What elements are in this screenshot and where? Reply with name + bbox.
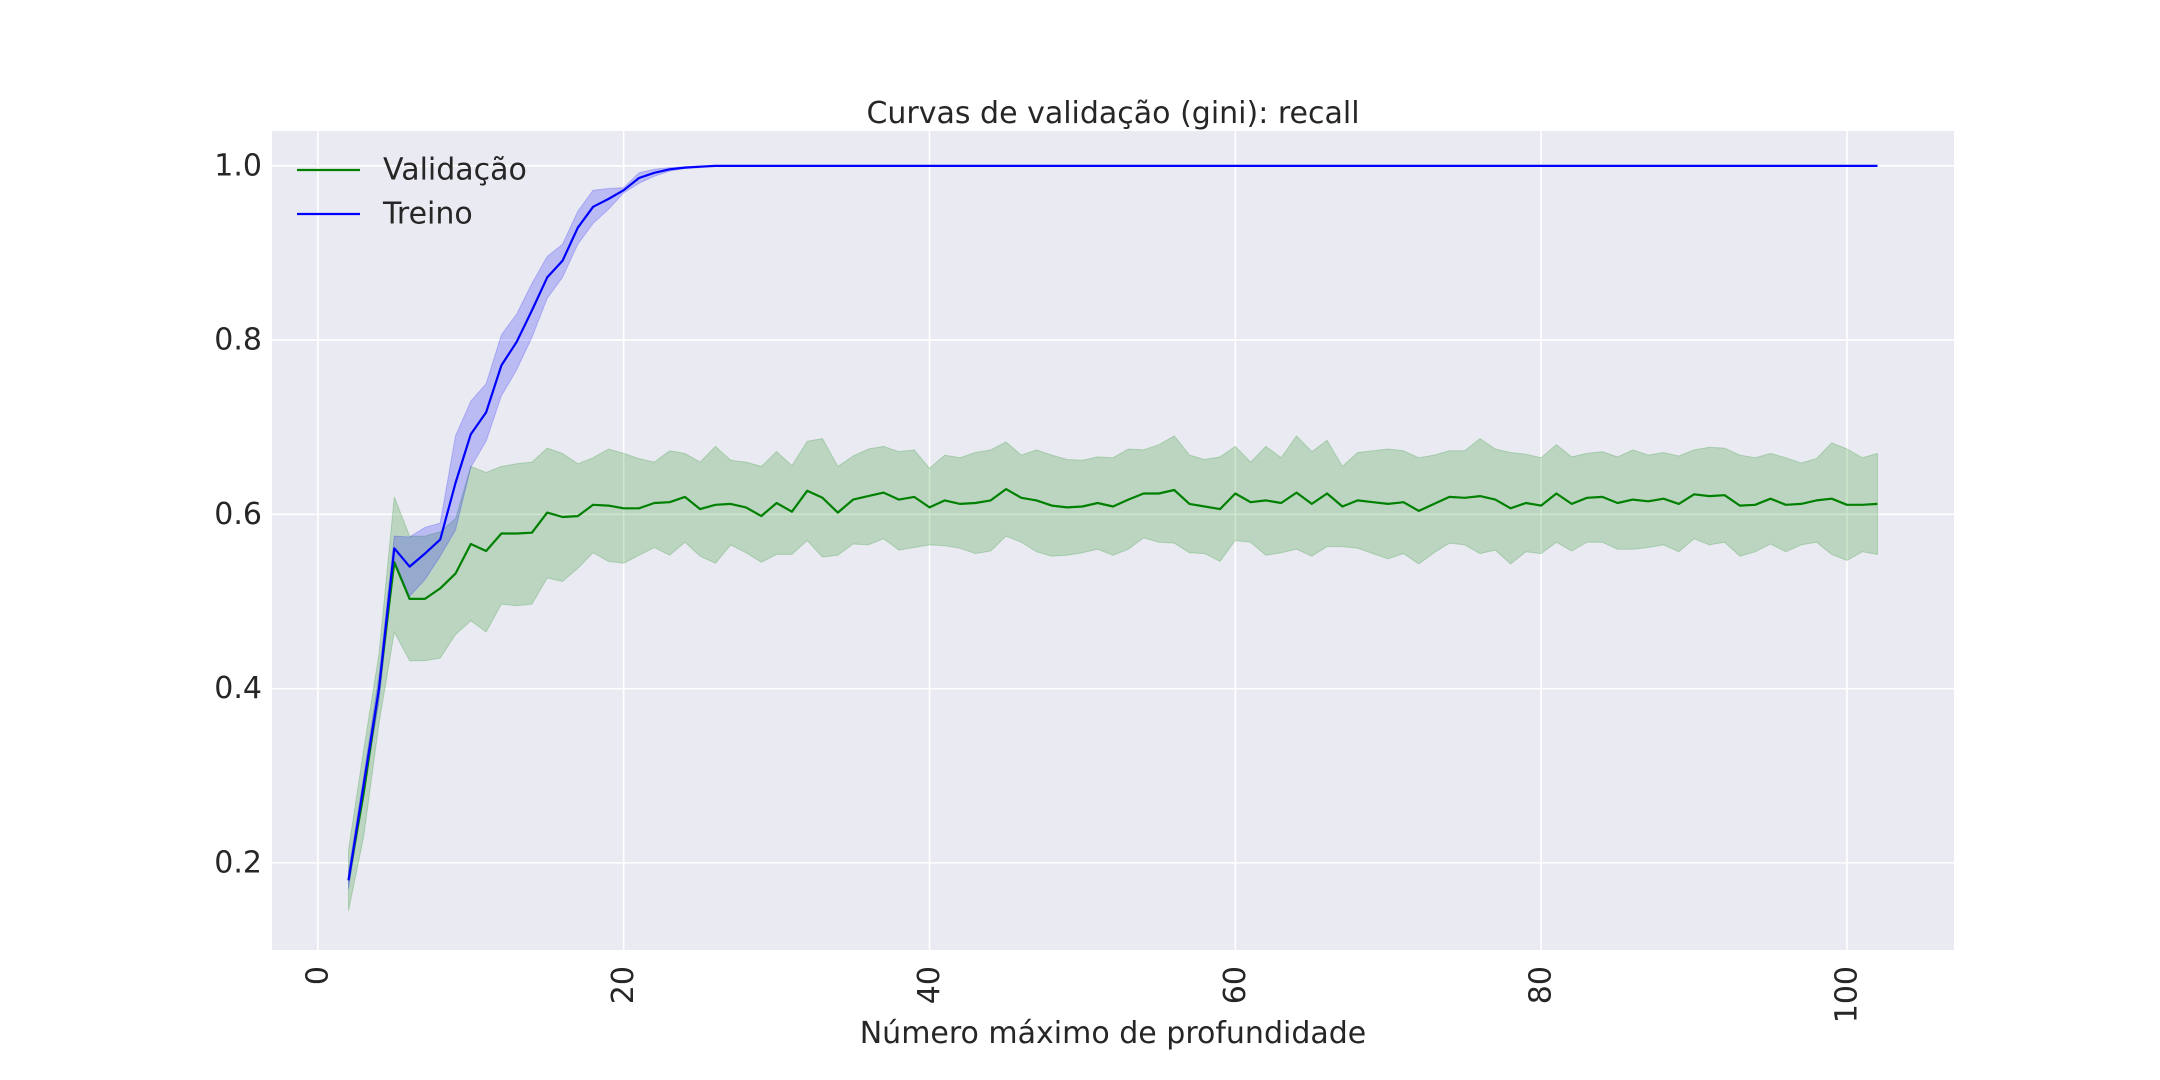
x-axis-ticks: 0 20 40 60 80 100	[300, 966, 1864, 1023]
x-tick-label: 60	[1218, 966, 1253, 1004]
y-tick-label: 0.6	[214, 497, 262, 532]
x-tick-label: 80	[1524, 966, 1559, 1004]
x-tick-label: 40	[912, 966, 947, 1004]
x-tick-label: 20	[606, 966, 641, 1004]
legend: Validação Treino	[297, 153, 527, 232]
series-lines	[347, 164, 1878, 881]
x-axis-title: Número máximo de profundidade	[860, 1016, 1367, 1051]
y-tick-label: 0.2	[214, 845, 262, 880]
y-tick-label: 0.4	[214, 671, 262, 706]
y-axis-ticks: 0.2 0.4 0.6 0.8 1.0	[214, 148, 262, 880]
x-tick-label: 100	[1829, 966, 1864, 1023]
plot-area	[272, 131, 1954, 950]
x-tick-label: 0	[300, 966, 335, 985]
chart-title: Curvas de validação (gini): recall	[866, 96, 1359, 131]
y-tick-label: 0.8	[214, 323, 262, 358]
confidence-band	[348, 435, 1878, 911]
y-tick-label: 1.0	[214, 148, 262, 183]
series-line	[347, 488, 1878, 881]
series-line	[347, 164, 1878, 881]
legend-label: Validação	[383, 153, 527, 188]
legend-label: Treino	[382, 197, 473, 232]
